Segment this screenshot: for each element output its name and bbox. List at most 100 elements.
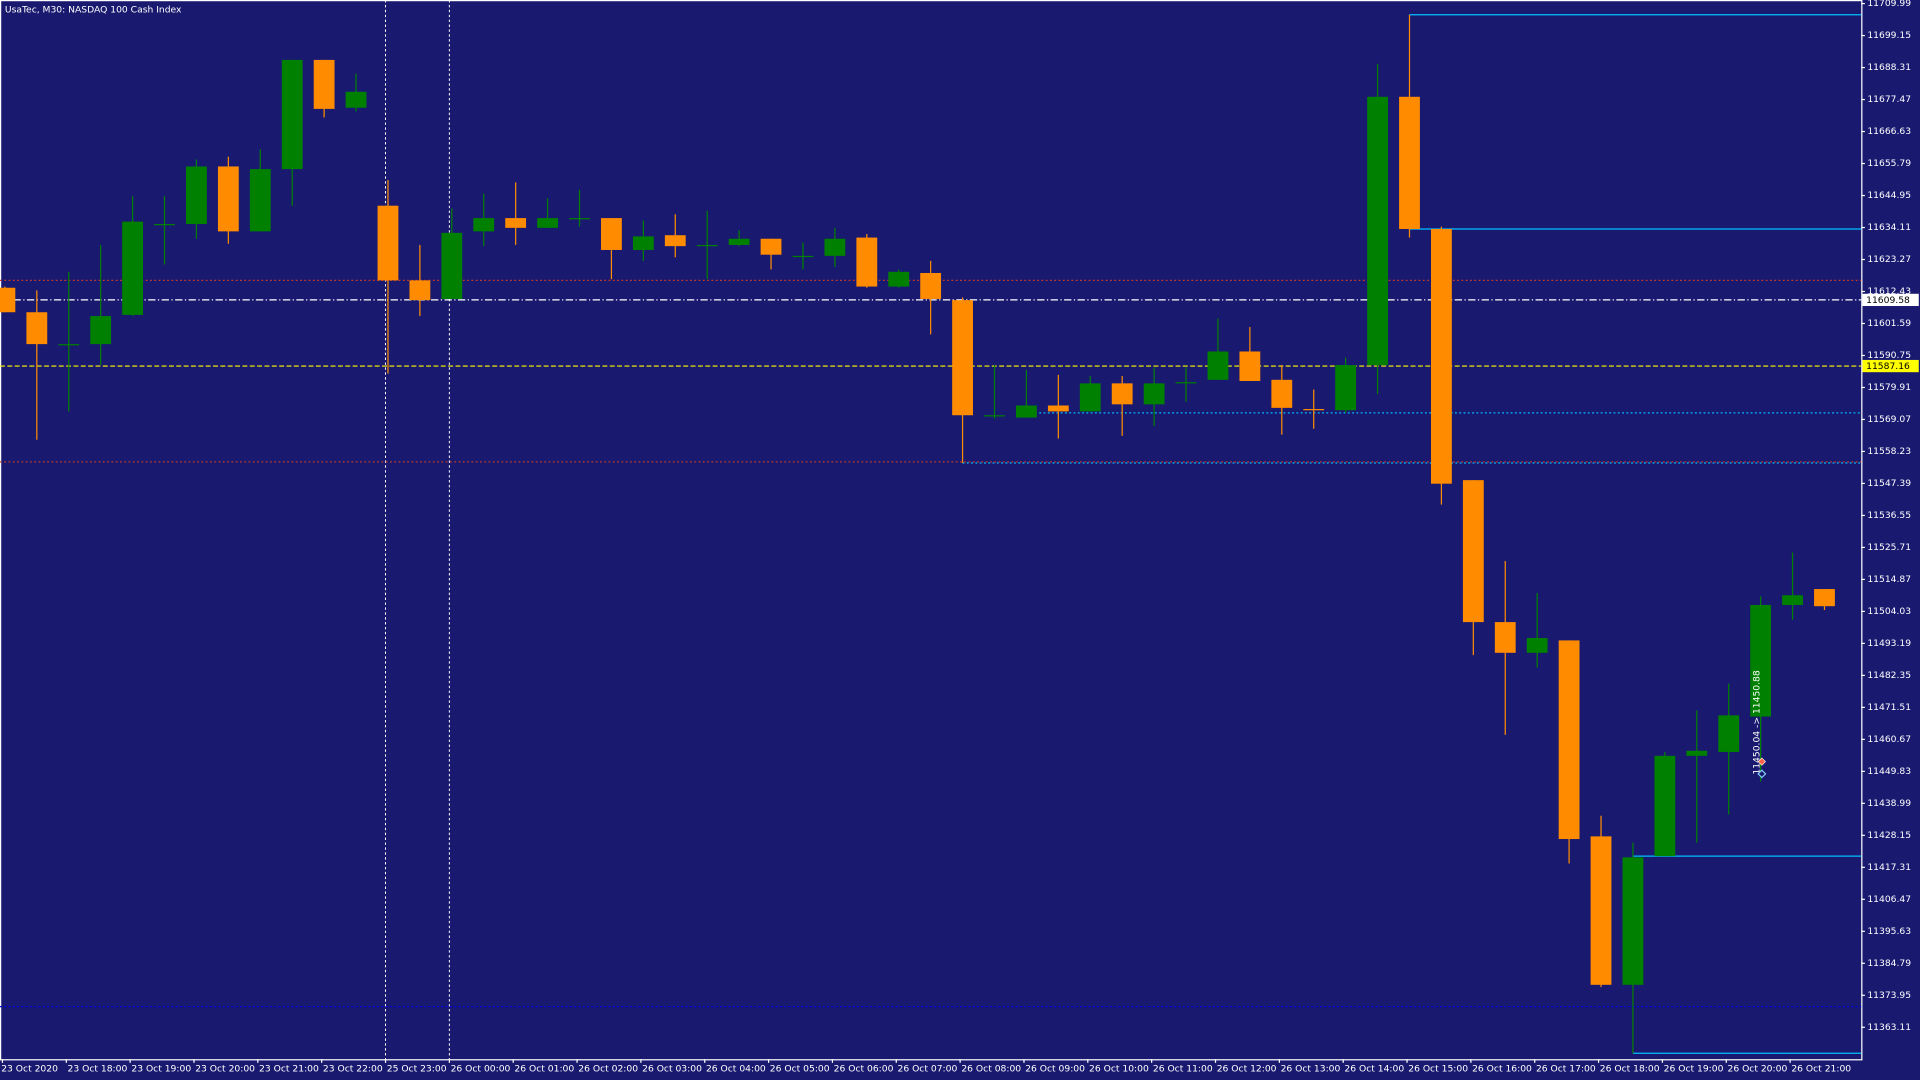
candle-body bbox=[1750, 604, 1772, 717]
candle-body bbox=[58, 344, 80, 346]
x-tick-label: 23 Oct 22:00 bbox=[323, 1063, 383, 1074]
candle-body bbox=[1175, 382, 1197, 384]
x-tick-label: 26 Oct 21:00 bbox=[1791, 1063, 1851, 1074]
candle-body bbox=[409, 280, 431, 301]
candle-body bbox=[186, 166, 207, 224]
chart-title: UsaTec, M30: NASDAQ 100 Cash Index bbox=[5, 4, 182, 15]
candle-body bbox=[473, 218, 495, 232]
y-tick-label: 11449.83 bbox=[1867, 766, 1911, 777]
candle-body bbox=[888, 271, 910, 287]
candle-body bbox=[1335, 365, 1357, 411]
x-tick-label: 23 Oct 2020 bbox=[1, 1063, 58, 1074]
candle-body bbox=[569, 218, 590, 220]
candle-body bbox=[1654, 755, 1676, 857]
x-tick-label: 23 Oct 20:00 bbox=[195, 1063, 255, 1074]
x-tick-label: 26 Oct 06:00 bbox=[834, 1063, 894, 1074]
candle-body bbox=[1782, 595, 1803, 605]
candle-body bbox=[792, 255, 814, 258]
candle-body bbox=[1367, 96, 1388, 366]
trade-marker bbox=[1757, 769, 1767, 779]
y-tick-label: 11504.03 bbox=[1867, 606, 1911, 617]
candle-body bbox=[664, 235, 686, 247]
y-tick-label: 11623.27 bbox=[1867, 254, 1911, 265]
candle-body bbox=[505, 218, 527, 228]
x-tick-label: 26 Oct 03:00 bbox=[642, 1063, 702, 1074]
candle-body bbox=[0, 287, 16, 313]
y-tick-label: 11525.71 bbox=[1867, 542, 1911, 553]
x-tick-label: 26 Oct 05:00 bbox=[770, 1063, 830, 1074]
y-tick-label: 11569.07 bbox=[1867, 414, 1911, 425]
candle-body bbox=[122, 221, 143, 315]
candle-body bbox=[601, 218, 622, 250]
x-tick-label: 26 Oct 04:00 bbox=[706, 1063, 766, 1074]
candle-body bbox=[537, 218, 558, 228]
candle-body bbox=[154, 223, 175, 226]
x-tick-label: 26 Oct 18:00 bbox=[1600, 1063, 1660, 1074]
candle-body bbox=[1111, 383, 1133, 405]
candle-body bbox=[441, 232, 463, 299]
candle-body bbox=[313, 59, 335, 109]
plot-frame bbox=[0, 0, 1863, 1061]
candle-body bbox=[345, 91, 367, 108]
x-tick-label: 26 Oct 08:00 bbox=[961, 1063, 1021, 1074]
candle-body bbox=[952, 300, 973, 416]
y-tick-label: 11395.63 bbox=[1867, 926, 1911, 937]
y-tick-label: 11417.31 bbox=[1867, 862, 1911, 873]
x-tick-label: 26 Oct 07:00 bbox=[898, 1063, 958, 1074]
y-tick-label: 11493.19 bbox=[1867, 638, 1911, 649]
y-tick-label: 11655.79 bbox=[1867, 158, 1911, 169]
candle-body bbox=[1303, 409, 1325, 411]
y-tick-label: 11482.35 bbox=[1867, 670, 1911, 681]
y-tick-label: 11699.15 bbox=[1867, 30, 1911, 41]
candle-body bbox=[1047, 405, 1069, 412]
x-tick-label: 26 Oct 16:00 bbox=[1472, 1063, 1532, 1074]
y-tick-label: 11363.11 bbox=[1867, 1022, 1911, 1033]
y-tick-label: 11438.99 bbox=[1867, 798, 1911, 809]
x-tick-label: 26 Oct 14:00 bbox=[1344, 1063, 1404, 1074]
x-tick-label: 26 Oct 00:00 bbox=[451, 1063, 511, 1074]
candle-body bbox=[1239, 351, 1261, 381]
x-tick-label: 23 Oct 18:00 bbox=[68, 1063, 128, 1074]
x-tick-label: 26 Oct 01:00 bbox=[514, 1063, 574, 1074]
x-tick-label: 26 Oct 02:00 bbox=[578, 1063, 638, 1074]
y-tick-label: 11406.47 bbox=[1867, 894, 1911, 905]
price-label: 11609.58 bbox=[1866, 295, 1910, 306]
y-tick-label: 11644.95 bbox=[1867, 190, 1911, 201]
y-tick-label: 11558.23 bbox=[1867, 446, 1911, 457]
x-tick-label: 23 Oct 19:00 bbox=[131, 1063, 191, 1074]
y-tick-label: 11688.31 bbox=[1867, 62, 1911, 73]
y-tick-label: 11709.99 bbox=[1867, 0, 1911, 9]
candle-body bbox=[632, 236, 654, 250]
candle-body bbox=[249, 169, 271, 232]
x-tick-label: 26 Oct 11:00 bbox=[1153, 1063, 1213, 1074]
candle-body bbox=[760, 238, 782, 255]
y-tick-label: 11428.15 bbox=[1867, 830, 1911, 841]
candle-body bbox=[281, 59, 303, 170]
candle-body bbox=[1526, 638, 1548, 653]
y-tick-label: 11612.43 bbox=[1867, 286, 1911, 297]
x-tick-label: 26 Oct 20:00 bbox=[1727, 1063, 1787, 1074]
x-tick-label: 26 Oct 15:00 bbox=[1408, 1063, 1468, 1074]
price-label-box bbox=[1862, 293, 1919, 307]
y-tick-label: 11460.67 bbox=[1867, 734, 1911, 745]
candle-body bbox=[696, 244, 718, 247]
candle-body bbox=[90, 316, 112, 345]
candle-body bbox=[1622, 857, 1644, 985]
price-label: 11587.16 bbox=[1866, 361, 1910, 372]
candle-body bbox=[1494, 622, 1516, 653]
y-tick-label: 11590.75 bbox=[1867, 350, 1911, 361]
candle-body bbox=[824, 238, 846, 256]
candle-body bbox=[1590, 836, 1612, 985]
trade-marker bbox=[1757, 757, 1766, 766]
candle-body bbox=[856, 237, 878, 287]
y-tick-label: 11514.87 bbox=[1867, 574, 1911, 585]
candle-body bbox=[1399, 96, 1420, 230]
x-tick-label: 23 Oct 21:00 bbox=[259, 1063, 319, 1074]
x-tick-label: 26 Oct 10:00 bbox=[1089, 1063, 1149, 1074]
y-tick-label: 11601.59 bbox=[1867, 318, 1911, 329]
y-tick-label: 11471.51 bbox=[1867, 702, 1911, 713]
trade-annotation: 11450.04 -> 11450.88 bbox=[1751, 670, 1762, 775]
candle-body bbox=[1431, 229, 1452, 484]
